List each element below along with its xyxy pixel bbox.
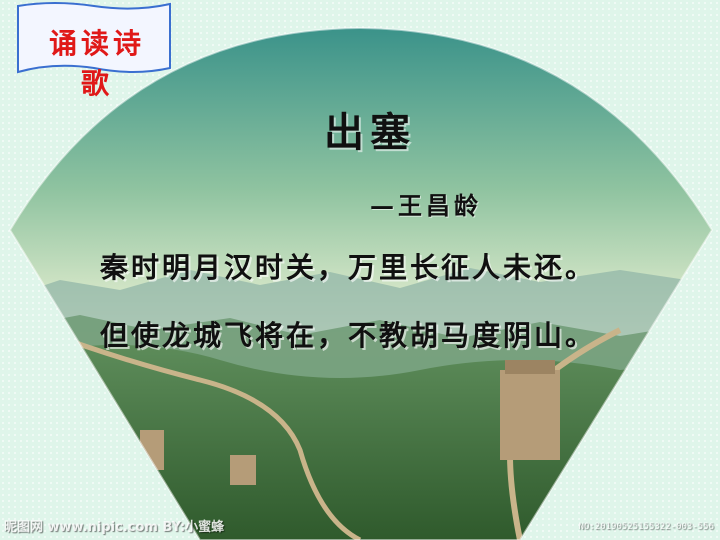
poem-author: —王昌龄: [370, 191, 482, 220]
poem-line-2: 但使龙城飞将在，不教胡马度阴山。: [100, 319, 597, 352]
watermark-right: NO:20190525155322-003-556: [578, 522, 714, 532]
poem-title: 出塞: [324, 109, 416, 156]
section-label: 诵读诗歌: [48, 27, 145, 100]
poem-line-1: 秦时明月汉时关，万里长征人未还。: [100, 251, 597, 284]
section-label-banner: 诵读诗歌: [14, 0, 174, 100]
watermark-left: 昵图网 www.nipic.com BY:小蜜蜂: [4, 520, 225, 535]
